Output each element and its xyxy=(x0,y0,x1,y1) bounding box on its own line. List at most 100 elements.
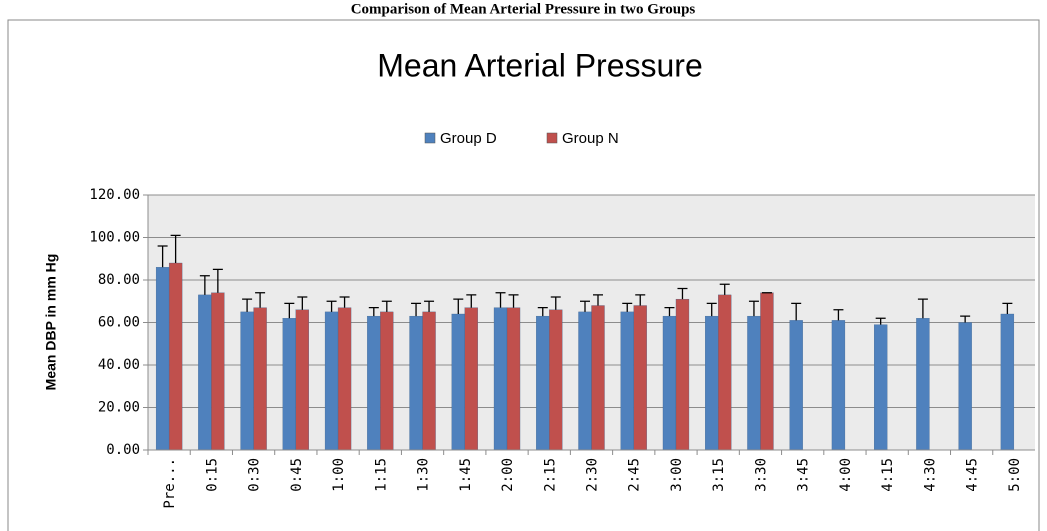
bar xyxy=(536,315,550,451)
error-bar xyxy=(255,292,266,308)
x-tick-label: 3:45 xyxy=(796,458,812,492)
bar xyxy=(380,311,394,451)
bar xyxy=(409,315,423,451)
y-tick-label: 100.00 xyxy=(89,230,140,246)
x-tick-label: 2:45 xyxy=(627,458,643,492)
error-bar xyxy=(411,302,422,317)
bar xyxy=(253,307,267,451)
bar xyxy=(705,315,719,451)
y-tick-label: 20.00 xyxy=(98,400,140,416)
bar xyxy=(675,298,690,451)
bar xyxy=(662,315,677,451)
x-tick-label: 1:30 xyxy=(416,458,432,492)
error-bar xyxy=(495,292,506,308)
caption: Comparison of Mean Arterial Pressure in … xyxy=(351,1,696,17)
error-bar xyxy=(368,306,379,317)
error-bar xyxy=(917,298,928,319)
x-tick-label: 3:15 xyxy=(711,458,727,492)
x-tick-label: 3:00 xyxy=(669,458,685,492)
x-tick-label: 0:45 xyxy=(289,458,305,492)
bar xyxy=(198,294,212,451)
x-tick-label: 5:00 xyxy=(1007,458,1023,492)
bar xyxy=(337,307,352,451)
bar xyxy=(916,318,930,451)
y-tick-label: 0.00 xyxy=(106,442,140,458)
bar xyxy=(591,305,605,451)
error-bar xyxy=(593,294,603,306)
error-bar xyxy=(833,309,844,321)
error-bar xyxy=(1002,302,1013,314)
bar xyxy=(633,305,647,451)
error-bar xyxy=(339,296,350,308)
y-tick-label: 80.00 xyxy=(98,272,140,288)
bar xyxy=(211,292,225,451)
error-bar xyxy=(424,300,435,312)
x-tick-label: 1:15 xyxy=(373,458,389,492)
error-bar xyxy=(635,294,646,306)
x-tick-label: 1:45 xyxy=(458,458,474,492)
error-bar xyxy=(580,300,590,312)
error-bar xyxy=(326,300,337,312)
bar xyxy=(155,267,170,451)
bar xyxy=(747,315,761,451)
x-tick-label: 4:00 xyxy=(838,458,854,492)
bar xyxy=(506,307,521,451)
bar xyxy=(451,313,465,451)
legend-swatch xyxy=(424,132,436,144)
error-bar xyxy=(960,315,971,323)
bar xyxy=(1000,313,1015,451)
error-bar xyxy=(748,300,759,317)
x-tick-label: 4:30 xyxy=(922,458,938,492)
bar xyxy=(578,311,592,451)
error-bar xyxy=(157,245,168,268)
x-tick-label: 1:00 xyxy=(331,458,347,492)
y-tick-label: 120.00 xyxy=(89,187,140,203)
error-bar xyxy=(706,302,717,317)
x-tick-label: 0:30 xyxy=(247,458,263,492)
x-tick-label: 0:15 xyxy=(204,458,220,492)
y-axis-title: Mean DBP in mm Hg xyxy=(43,254,59,391)
bar xyxy=(240,311,254,451)
error-bar xyxy=(791,302,802,321)
bar xyxy=(295,309,309,451)
y-tick-label: 40.00 xyxy=(98,357,140,373)
legend-swatch xyxy=(546,132,558,144)
x-tick-label: 2:00 xyxy=(500,458,516,492)
error-bar xyxy=(550,296,561,310)
error-bar xyxy=(537,306,548,317)
error-bar xyxy=(212,268,223,293)
error-bar xyxy=(199,275,210,295)
bar xyxy=(282,318,296,451)
bar xyxy=(620,311,634,451)
bar xyxy=(367,315,381,451)
error-bar xyxy=(664,306,675,317)
bar xyxy=(789,320,803,451)
x-tick-label: 2:15 xyxy=(542,458,558,492)
x-tick-label: 3:30 xyxy=(753,458,769,492)
error-bar xyxy=(297,296,308,310)
bar xyxy=(324,311,339,451)
bar xyxy=(874,324,888,451)
x-tick-label: 4:45 xyxy=(965,458,981,492)
bar xyxy=(422,311,436,451)
bar xyxy=(549,309,563,451)
error-bar xyxy=(242,298,253,312)
error-bar xyxy=(622,302,633,312)
bar xyxy=(493,307,508,451)
bar xyxy=(958,322,972,451)
chart-title: Mean Arterial Pressure xyxy=(377,47,702,83)
legend-label: Group D xyxy=(440,130,497,147)
error-bar xyxy=(381,300,392,312)
error-bar xyxy=(508,294,519,308)
error-bar xyxy=(170,234,181,263)
error-bar xyxy=(875,317,886,325)
bar xyxy=(760,292,774,451)
bar xyxy=(831,320,846,451)
error-bar xyxy=(719,283,730,295)
bar xyxy=(464,307,478,451)
error-bar xyxy=(453,298,464,314)
error-bar xyxy=(677,287,688,300)
error-bar xyxy=(466,294,477,308)
bar xyxy=(718,294,732,451)
